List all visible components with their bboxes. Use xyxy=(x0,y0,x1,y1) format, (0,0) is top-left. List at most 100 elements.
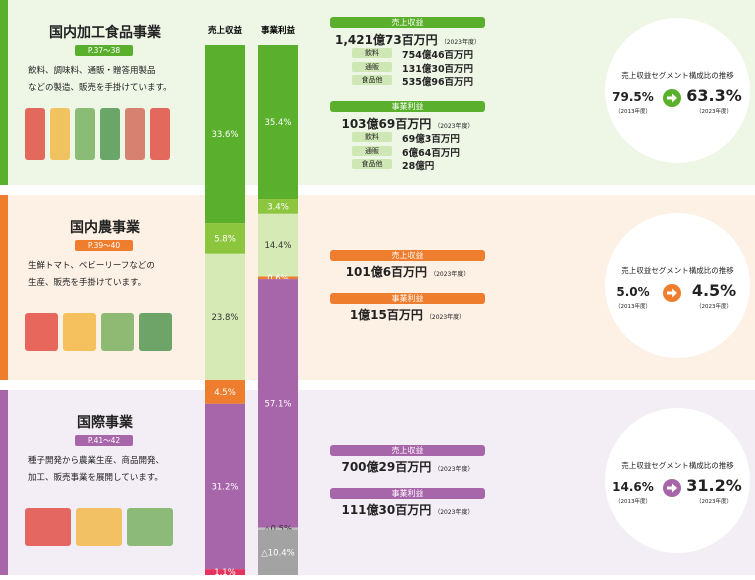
product-image xyxy=(63,313,96,351)
description-line: 種子開発から農業生産、商品開発、 xyxy=(28,456,165,466)
arrow-icon xyxy=(663,284,681,302)
breakdown-label: 飲料 xyxy=(352,132,392,142)
segment-label: △10.4% xyxy=(261,548,295,558)
breakdown-amount: 535億96百万円 xyxy=(402,77,474,88)
revenue-amount: 101億6百万円 （2023年度） xyxy=(330,263,485,280)
ratio-to-year: （2023年度） xyxy=(696,109,732,115)
amount-year: （2023年度） xyxy=(434,123,474,130)
column-segment xyxy=(205,45,245,224)
segment-strip xyxy=(0,0,8,185)
column-segment xyxy=(258,529,298,575)
segment-label: 57.1% xyxy=(264,399,291,409)
arrow-shape xyxy=(667,93,677,103)
ratio-from: 14.6% xyxy=(612,480,654,494)
ratio-title: 売上収益セグメント構成比の推移 xyxy=(621,461,734,470)
product-image xyxy=(25,508,71,546)
segment-label: 31.2% xyxy=(211,482,238,492)
description-line: 加工、販売事業を展開しています。 xyxy=(28,473,163,483)
product-image xyxy=(100,108,120,160)
product-image xyxy=(76,508,122,546)
product-image xyxy=(75,108,95,160)
arrow-shape xyxy=(667,483,677,493)
amount-value: 103億69百万円 xyxy=(341,117,432,131)
column-segment xyxy=(205,253,245,380)
ratio-circle: 売上収益セグメント構成比の推移 5.0% （2013年度） 4.5% （2023年度） xyxy=(605,213,750,358)
column-segment xyxy=(258,199,298,214)
stacked-columns: 売上収益 33.6% 5.8% 23.8% 4.5% 31.2% 1.1% 事業利益 35.4%… xyxy=(205,25,298,578)
ratio-to: 31.2% xyxy=(686,476,742,495)
description-line: などの製造、販売を手掛けています。 xyxy=(28,83,172,93)
ratio-title: 売上収益セグメント構成比の推移 xyxy=(621,71,734,80)
breakdown-amount: 69億3百万円 xyxy=(402,134,460,145)
segment-label: 1.1% xyxy=(214,568,236,578)
breakdown-amount: 28億円 xyxy=(402,161,435,172)
amount-value: 101億6百万円 xyxy=(345,265,428,279)
profit-pill: 事業利益 xyxy=(330,293,485,304)
breakdown-label: 通販 xyxy=(352,145,392,156)
profit-pill: 事業利益 xyxy=(330,488,485,499)
segment-label: 23.8% xyxy=(211,313,238,323)
figures: 売上収益 1,421億73百万円 （2023年度） 飲料 754億46百万円 通販 131億… xyxy=(330,0,485,185)
revenue-pill: 売上収益 xyxy=(330,250,485,261)
ratio-to-year: （2023年度） xyxy=(696,304,732,310)
segment-panel: 国内農事業 P.39〜40 生鮮トマト、ベビーリーフなどの 生産、販売を手掛けています… xyxy=(0,195,755,380)
segment-title: 国内加工食品事業 xyxy=(49,25,161,41)
ratio-from: 79.5% xyxy=(612,90,654,104)
profit-amount: 111億30百万円 （2023年度） xyxy=(330,501,485,518)
column-segment xyxy=(258,213,298,277)
segment-label: 33.6% xyxy=(211,130,238,140)
product-image xyxy=(125,108,145,160)
ratio-circle: 売上収益セグメント構成比の推移 79.5% （2013年度） 63.3% （2023年度… xyxy=(605,18,750,163)
product-image xyxy=(25,108,45,160)
amount-year: （2023年度） xyxy=(430,271,470,278)
page-badge: P.37〜38 xyxy=(75,45,133,56)
ratio-to: 63.3% xyxy=(686,86,742,105)
product-image xyxy=(101,313,134,351)
amount-value: 700億29百万円 xyxy=(341,460,432,474)
column-segment xyxy=(258,279,298,528)
page-badge: P.39〜40 xyxy=(75,240,133,251)
segment-panel: 国際事業 P.41〜42 種子開発から農業生産、商品開発、 加工、販売事業を展開してい… xyxy=(0,390,755,575)
segment-title: 国際事業 xyxy=(77,415,133,431)
column-header: 売上収益 xyxy=(207,25,243,36)
amount-year: （2023年度） xyxy=(440,39,480,46)
column-segment xyxy=(205,403,245,570)
column-segment xyxy=(205,223,245,254)
figures: 売上収益 101億6百万円 （2023年度） 事業利益 1億15百万円 （2023年度） xyxy=(330,195,485,380)
arrow-icon xyxy=(663,479,681,497)
ratio-title: 売上収益セグメント構成比の推移 xyxy=(621,266,734,275)
revenue-amount: 700億29百万円 （2023年度） xyxy=(330,458,485,475)
segment-label: 5.8% xyxy=(214,234,236,244)
segment-label: 3.4% xyxy=(267,202,289,212)
product-image xyxy=(25,313,58,351)
segment-title: 国内農事業 xyxy=(70,220,140,236)
breakdown-amount: 6億64百万円 xyxy=(402,147,460,159)
segment-strip xyxy=(0,390,8,575)
segment-label: 0.6% xyxy=(267,274,289,284)
segment-label: 35.4% xyxy=(264,118,291,128)
description-line: 生鮮トマト、ベビーリーフなどの xyxy=(28,261,155,271)
revenue-pill: 売上収益 xyxy=(330,445,485,456)
profit-amount: 1億15百万円 （2023年度） xyxy=(330,306,485,323)
segment-panel: 国内加工食品事業 P.37〜38 飲料、調味料、通販・贈答用製品 などの製造、販売を手… xyxy=(0,0,755,185)
ratio-from-year: （2013年度） xyxy=(615,304,651,310)
ratio-from-year: （2013年度） xyxy=(615,499,651,505)
breakdown-amount: 754億46百万円 xyxy=(402,50,474,61)
breakdown-label: 飲料 xyxy=(352,48,392,58)
page-badge: P.41〜42 xyxy=(75,435,133,446)
segment-label: 14.4% xyxy=(264,241,291,251)
figures: 売上収益 700億29百万円 （2023年度） 事業利益 111億30百万円 （2023年… xyxy=(330,390,485,575)
ratio-from: 5.0% xyxy=(616,285,650,299)
segment-strip xyxy=(0,195,8,380)
product-image xyxy=(139,313,172,351)
amount-year: （2023年度） xyxy=(425,314,466,321)
amount-value: 1億15百万円 xyxy=(349,308,423,322)
column-segment xyxy=(205,379,245,404)
amount-year: （2023年度） xyxy=(434,509,474,516)
segment-label: 4.5% xyxy=(214,388,236,398)
arrow-shape xyxy=(667,288,677,298)
column-segment xyxy=(258,276,298,280)
profit-amount: 103億69百万円 （2023年度） xyxy=(330,115,485,132)
profit-pill: 事業利益 xyxy=(330,101,485,112)
